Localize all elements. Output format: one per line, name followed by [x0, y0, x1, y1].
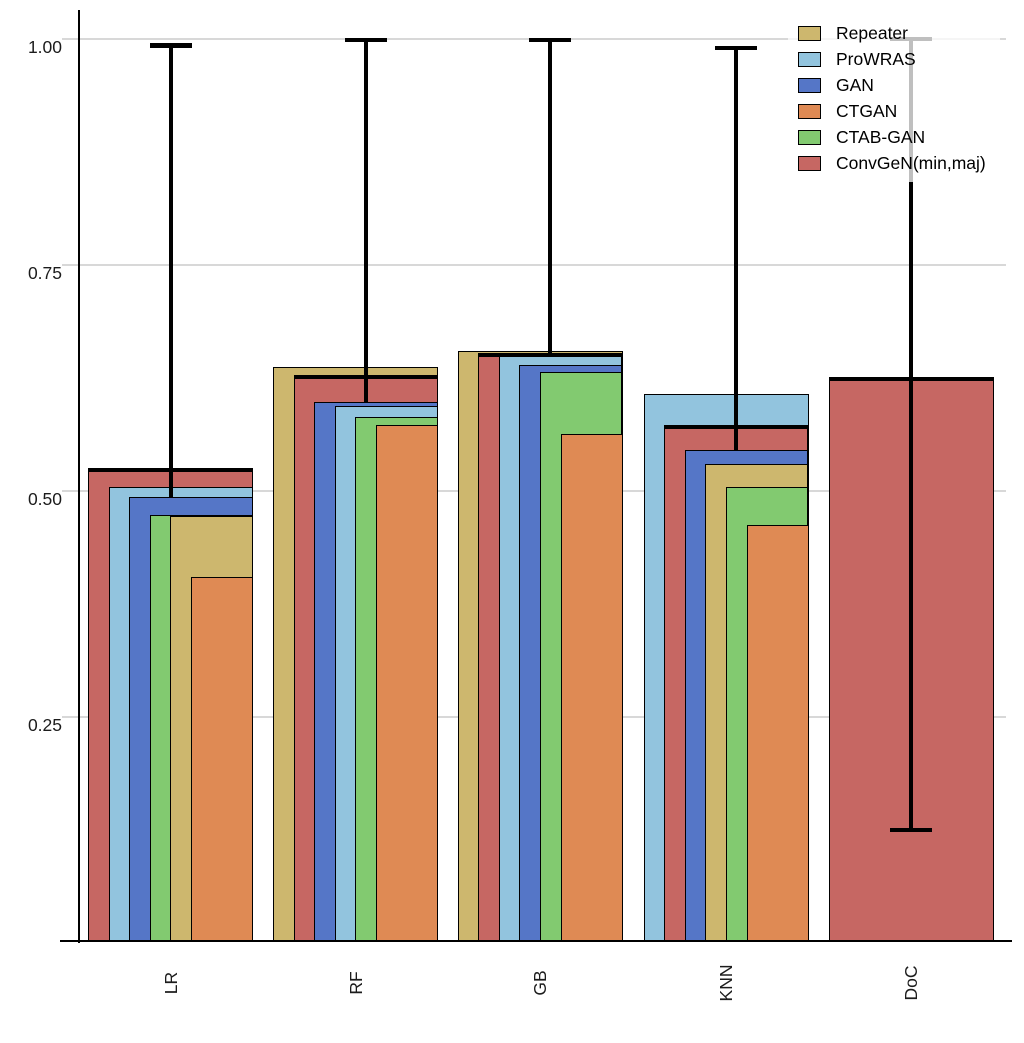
legend-swatch-convgen-min-maj-	[798, 155, 821, 171]
bar-ctgan-knn	[746, 525, 809, 942]
legend-item: CTAB-GAN	[798, 124, 986, 150]
legend: Repeater ProWRAS GAN CTGAN CTAB-GAN ConvGeN(m…	[788, 14, 1000, 182]
legend-swatch-gan	[798, 77, 821, 93]
error-bar-cap-top	[344, 37, 387, 43]
legend-item: ConvGeN(min,maj)	[798, 150, 986, 176]
bar-ctgan-lr	[191, 576, 253, 942]
bar-ctgan-gb	[560, 434, 623, 942]
y-tick-label: 0.25	[27, 715, 62, 735]
bar-ctgan-rf	[376, 425, 438, 942]
legend-item: ProWRAS	[798, 46, 986, 72]
legend-swatch-ctab-gan	[798, 129, 821, 145]
error-bar-cap-bottom	[890, 827, 932, 833]
legend-item: GAN	[798, 72, 986, 98]
legend-swatch-prowras	[798, 51, 821, 67]
legend-label: ConvGeN(min,maj)	[836, 152, 986, 173]
error-bar-cap-top	[529, 37, 572, 43]
legend-label: CTGAN	[836, 100, 898, 121]
legend-swatch-ctgan	[798, 103, 821, 119]
y-tick-label: 0.75	[27, 263, 62, 283]
legend-label: ProWRAS	[836, 48, 916, 69]
legend-item: CTGAN	[798, 98, 986, 124]
error-bar-line	[168, 45, 173, 843]
y-axis-line	[77, 10, 80, 943]
error-bar-line	[909, 39, 913, 830]
legend-label: CTAB-GAN	[836, 126, 926, 147]
gridline	[62, 264, 1006, 266]
x-tick-label-doc: DoC	[901, 965, 921, 1001]
y-tick-label: 1.00	[27, 37, 62, 57]
legend-item: Repeater	[798, 20, 986, 46]
error-bar-cap-top	[149, 43, 192, 48]
y-tick-label: 0.50	[27, 489, 62, 509]
legend-swatch-repeater	[798, 25, 821, 41]
legend-label: GAN	[836, 74, 874, 95]
error-bar-cap-top	[715, 45, 758, 51]
legend-label: Repeater	[836, 22, 908, 43]
